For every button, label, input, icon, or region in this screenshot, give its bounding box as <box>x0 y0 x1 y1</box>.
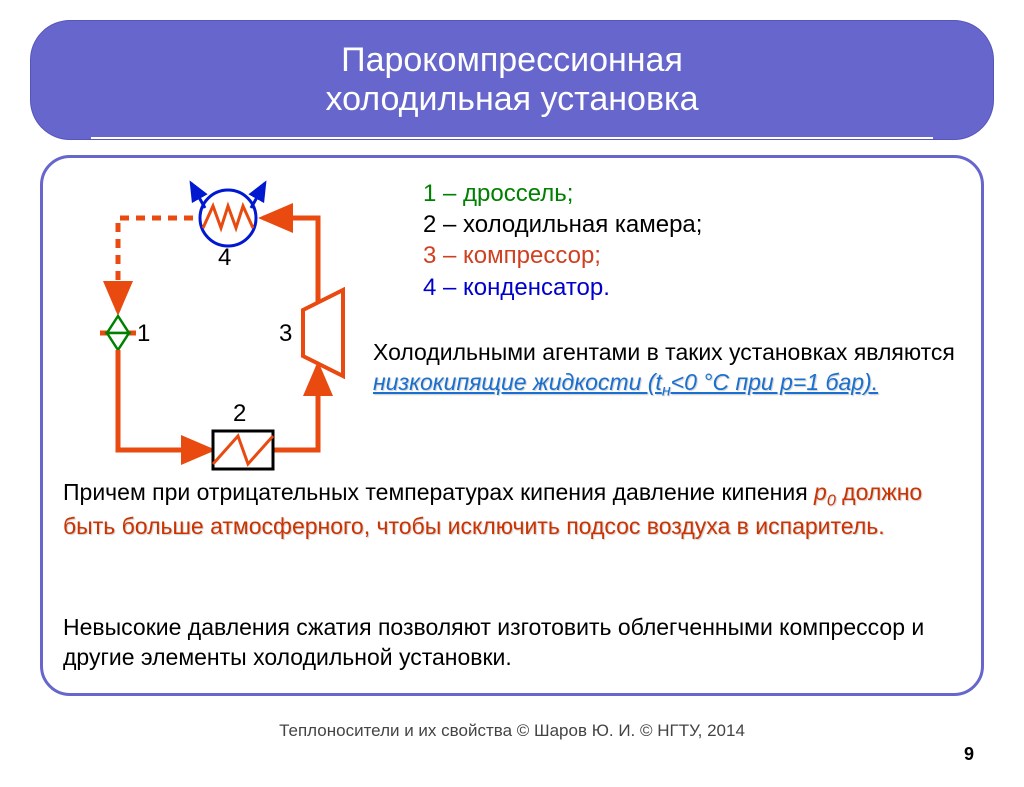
legend-item-4: 4 – конденсатор. <box>423 272 702 303</box>
legend-item-3: 3 – компрессор; <box>423 240 702 271</box>
page-number: 9 <box>964 744 974 765</box>
paragraph-1: Холодильными агентами в таких установках… <box>373 338 961 401</box>
slide-title: Парокомпрессионная холодильная установка <box>30 20 994 140</box>
legend: 1 – дроссель; 2 – холодильная камера; 3 … <box>423 178 702 303</box>
schematic-diagram: 4 1 3 2 <box>73 178 363 478</box>
content-frame: 1 – дроссель; 2 – холодильная камера; 3 … <box>40 155 984 696</box>
throttle-node <box>100 316 136 350</box>
paragraph-2: Причем при отрицательных температурах ки… <box>63 478 961 541</box>
diagram-label-1: 1 <box>137 320 150 348</box>
title-line2: холодильная установка <box>325 80 698 118</box>
compressor-node <box>303 290 343 376</box>
paragraph-3: Невысокие давления сжатия позволяют изго… <box>63 613 961 673</box>
diagram-label-4: 4 <box>218 244 231 272</box>
pipe-compressor-to-condenser <box>263 218 318 305</box>
legend-item-1: 1 – дроссель; <box>423 178 702 209</box>
pipe-condenser-to-throttle <box>118 218 193 311</box>
schematic-svg <box>73 178 363 488</box>
legend-item-2: 2 – холодильная камера; <box>423 209 702 240</box>
p1-accent: низкокипящие жидкости (tн<0 °С при p=1 б… <box>373 369 878 395</box>
pipe-throttle-to-chamber <box>118 350 211 450</box>
title-line1: Парокомпрессионная <box>341 41 683 79</box>
footer-text: Теплоносители и их свойства © Шаров Ю. И… <box>0 721 1024 741</box>
p3-text1: Невысокие давления сжатия позволяют изго… <box>63 614 924 670</box>
chamber-node <box>213 431 273 469</box>
p1-text1: Холодильными агентами в таких установках… <box>373 339 955 365</box>
diagram-label-2: 2 <box>233 400 246 428</box>
condenser-node <box>191 183 265 246</box>
title-underline <box>91 137 933 139</box>
pipe-chamber-to-compressor <box>273 366 318 450</box>
p2-text1: Причем при отрицательных температурах ки… <box>63 479 814 505</box>
diagram-label-3: 3 <box>279 320 292 348</box>
